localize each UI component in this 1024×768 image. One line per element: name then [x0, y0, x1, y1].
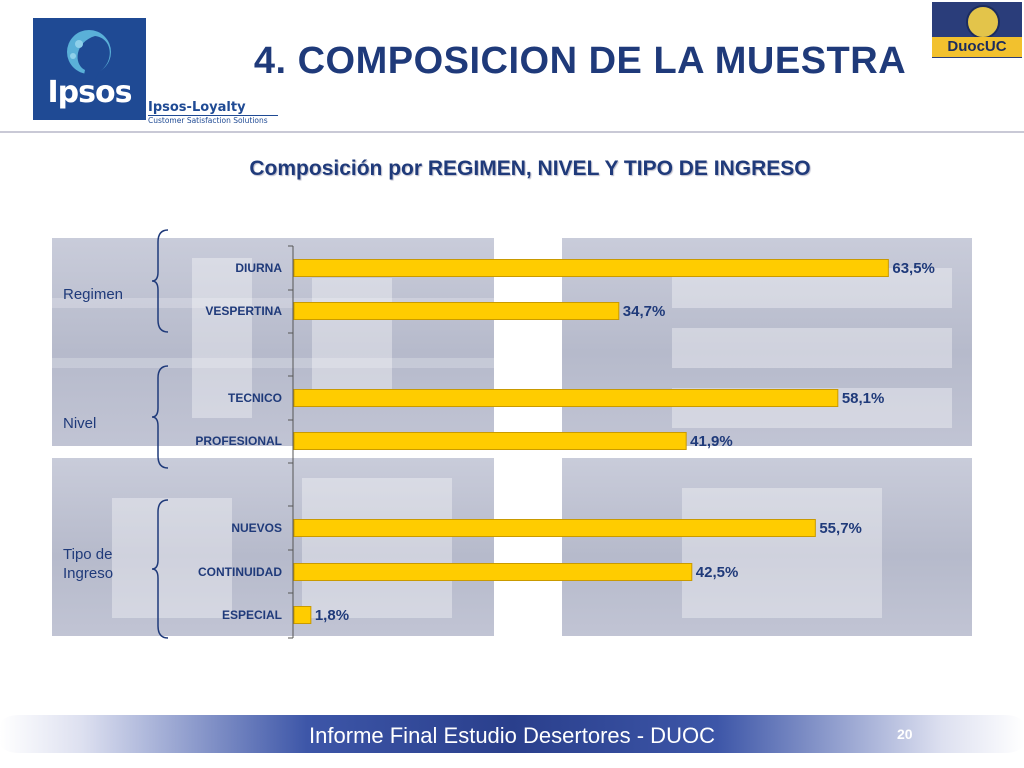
- group-label-regimen: Regimen: [63, 286, 124, 303]
- category-label-continuidad: CONTINUIDAD: [198, 565, 282, 579]
- ipsos-logo-text: Ipsos: [47, 75, 133, 110]
- brace-nivel: [151, 365, 169, 469]
- header-divider: [0, 131, 1024, 133]
- brace-regimen: [151, 229, 169, 333]
- value-label-tecnico: 58,1%: [842, 390, 885, 407]
- background-photo-bottom-right: [562, 458, 972, 636]
- footer-band: [0, 715, 1024, 753]
- page-number: 20: [897, 726, 913, 742]
- bar-diurna: [293, 259, 889, 277]
- brace-tipo-ingreso: [151, 499, 169, 639]
- duoc-logo: DuocUC: [932, 2, 1022, 58]
- bar-profesional: [293, 432, 687, 450]
- group-label-nivel: Nivel: [63, 415, 97, 432]
- ipsos-loyalty-logo: Ipsos-Loyalty Customer Satisfaction Solu…: [148, 101, 278, 125]
- footer: Informe Final Estudio Desertores - DUOC …: [0, 715, 1024, 753]
- duoc-logo-text: DuocUC: [932, 37, 1022, 57]
- page-title: 4. COMPOSICION DE LA MUESTRA: [253, 40, 907, 82]
- value-label-vespertina: 34,7%: [623, 303, 666, 320]
- bar-continuidad: [293, 563, 693, 581]
- loyalty-tagline: Customer Satisfaction Solutions: [148, 115, 278, 125]
- value-label-especial: 1,8%: [315, 607, 349, 624]
- footer-title: Informe Final Estudio Desertores - DUOC: [309, 723, 715, 748]
- category-label-diurna: DIURNA: [235, 261, 282, 275]
- bar-especial: [293, 606, 312, 624]
- value-label-nuevos: 55,7%: [819, 520, 862, 537]
- category-label-profesional: PROFESIONAL: [195, 434, 282, 448]
- category-label-nuevos: NUEVOS: [231, 521, 282, 535]
- value-label-diurna: 63,5%: [892, 260, 935, 277]
- group-label-tipo-ingreso: Tipo de Ingreso: [63, 546, 114, 582]
- chart-subtitle: Composición por REGIMEN, NIVEL Y TIPO DE…: [249, 157, 811, 180]
- bar-nuevos: [293, 519, 816, 537]
- bar-vespertina: [293, 302, 620, 320]
- ipsos-head-icon: [67, 30, 111, 80]
- background-photo-bottom-left: [52, 458, 494, 636]
- category-label-especial: ESPECIAL: [222, 608, 282, 622]
- value-label-continuidad: 42,5%: [696, 564, 739, 581]
- category-label-tecnico: TECNICO: [228, 391, 282, 405]
- ipsos-logo: Ipsos: [33, 18, 146, 120]
- bar-tecnico: [293, 389, 839, 407]
- loyalty-name: Ipsos-Loyalty: [148, 100, 246, 115]
- category-label-vespertina: VESPERTINA: [205, 304, 282, 318]
- value-label-profesional: 41,9%: [690, 433, 733, 450]
